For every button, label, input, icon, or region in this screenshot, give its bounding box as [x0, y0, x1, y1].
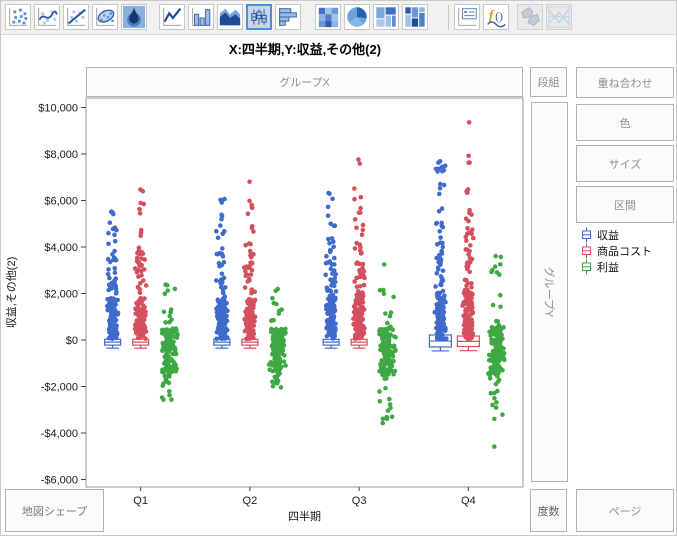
y-tick-label: -$2,000 — [41, 382, 78, 394]
ellipse-chart-icon[interactable] — [92, 4, 118, 30]
box-plot-marker-icon — [582, 227, 591, 243]
drop-zone-lattice[interactable]: 段組 — [530, 67, 567, 97]
caption-box-icon[interactable] — [454, 4, 480, 30]
point-cluster — [132, 187, 149, 341]
x-tick-label: Q4 — [461, 495, 476, 507]
toolbar-divider — [448, 5, 449, 30]
pie-chart-icon[interactable] — [344, 4, 370, 30]
scatter-plot[interactable]: $10,000 $8,000 $6,000 $4,000 $2,000 $0 -$2,000… — [1, 61, 531, 536]
y-tick-label: -$4,000 — [41, 428, 78, 440]
area-chart-icon[interactable] — [217, 4, 243, 30]
histogram-chart-icon[interactable] — [275, 4, 301, 30]
drop-zone-page[interactable]: ページ — [576, 489, 674, 532]
y-tick-label: $0 — [66, 335, 78, 347]
drop-zone-map-shape[interactable]: 地図シェープ — [5, 489, 104, 532]
map-shapes-icon — [517, 4, 543, 30]
legend-label: 商品コスト — [597, 246, 652, 258]
smoother-chart-icon[interactable] — [34, 4, 60, 30]
drop-zone-size[interactable]: サイズ — [576, 145, 674, 182]
page-title: X:四半期,Y:収益,その他(2) — [228, 42, 382, 57]
point-cluster — [377, 262, 398, 426]
svg-text:f: f — [489, 9, 496, 25]
point-cluster — [105, 209, 121, 342]
point-cluster — [351, 157, 367, 342]
y-tick-label: $4,000 — [44, 242, 78, 254]
drop-zone-interval[interactable]: 区間 — [576, 186, 674, 223]
svg-text:(): () — [495, 9, 503, 23]
contour-chart-icon[interactable] — [121, 4, 147, 30]
bar-chart-icon[interactable] — [188, 4, 214, 30]
point-cluster — [432, 159, 449, 342]
heatmap-chart-icon[interactable] — [315, 4, 341, 30]
y-tick-label: $8,000 — [44, 149, 78, 161]
point-cluster — [214, 196, 230, 342]
x-axis-title: 四半期 — [288, 509, 321, 523]
mosaic-chart-icon[interactable] — [402, 4, 428, 30]
legend-label: 利益 — [597, 262, 619, 274]
legend-item[interactable]: 収益 — [580, 227, 652, 243]
box-plot-marker-icon — [582, 259, 591, 275]
point-cluster — [241, 179, 258, 342]
points-chart-icon[interactable] — [5, 4, 31, 30]
parallel-plot-icon — [546, 4, 572, 30]
point-cluster — [159, 282, 180, 402]
point-cluster — [323, 190, 339, 341]
drop-zone-group-x[interactable]: グループX — [86, 67, 523, 97]
y-tick-label: $6,000 — [44, 196, 78, 208]
x-tick-label: Q1 — [133, 495, 148, 507]
y-axis-title: 収益,その他(2) — [4, 257, 18, 329]
legend-label: 収益 — [597, 230, 619, 242]
y-tick-label: $2,000 — [44, 289, 78, 301]
line-of-fit-chart-icon[interactable] — [63, 4, 89, 30]
drop-zone-frequency[interactable]: 度数 — [530, 489, 567, 532]
point-cluster — [460, 120, 476, 342]
box-plot-marker-icon — [582, 243, 591, 259]
quartile-box — [350, 338, 368, 349]
legend: 収益 商品コスト 利益 — [580, 227, 652, 275]
quartile-box — [456, 335, 480, 352]
y-tick-label: -$6,000 — [41, 475, 78, 487]
box-plot-chart-icon[interactable] — [246, 4, 272, 30]
line-chart-icon[interactable] — [159, 4, 185, 30]
point-cluster — [486, 253, 507, 449]
x-tick-label: Q2 — [243, 495, 258, 507]
drop-zone-overlay[interactable]: 重ね合わせ — [576, 67, 674, 98]
point-cluster — [266, 286, 288, 390]
x-tick-label: Q3 — [352, 495, 367, 507]
formula-icon[interactable]: f() — [483, 4, 509, 30]
chart-type-toolbar: f() — [1, 1, 676, 35]
drop-zone-color[interactable]: 色 — [576, 104, 674, 141]
treemap-chart-icon[interactable] — [373, 4, 399, 30]
legend-item[interactable]: 商品コスト — [580, 243, 652, 259]
legend-item[interactable]: 利益 — [580, 259, 652, 275]
plot-frame — [85, 97, 524, 488]
drop-zone-group-y[interactable]: グループY — [531, 102, 568, 482]
y-tick-label: $10,000 — [38, 103, 78, 115]
